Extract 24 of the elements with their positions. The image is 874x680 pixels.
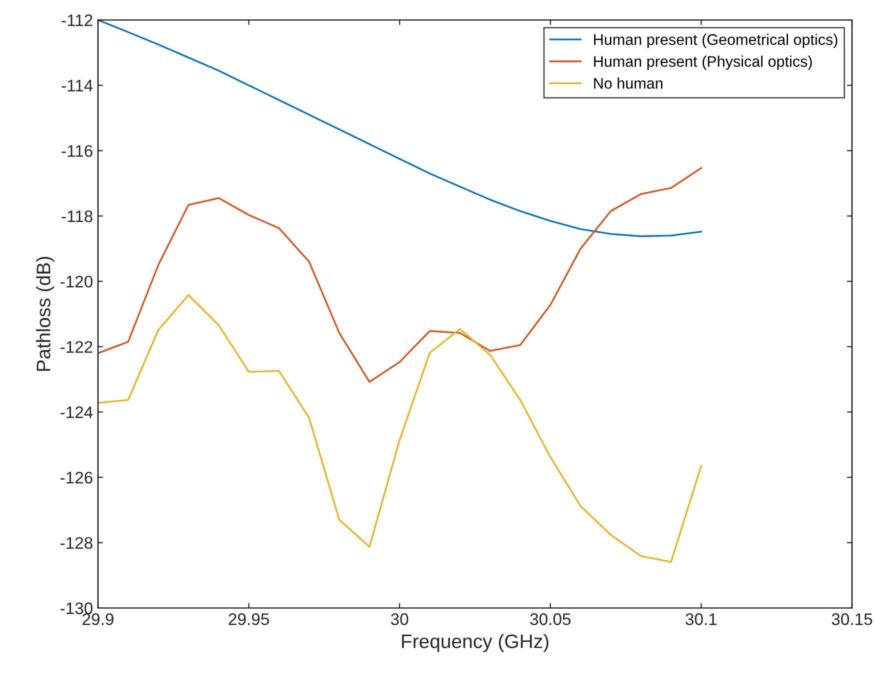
y-axis-title: Pathloss (dB) [36, 256, 54, 371]
y-tick-label: -122 [60, 341, 92, 353]
line-series [98, 294, 702, 563]
legend-label: No human [594, 78, 662, 89]
x-tick-label: 30 [390, 613, 408, 626]
x-tick-label: 30.15 [832, 613, 872, 626]
line-series [98, 167, 702, 383]
x-tick-label: 30.05 [530, 613, 571, 626]
y-tick-label: -124 [60, 406, 93, 418]
x-tick-label: 29.95 [228, 613, 269, 626]
y-tick-label: -130 [60, 602, 92, 614]
y-tick-label: -116 [62, 145, 92, 157]
legend-label: Human present (Geometrical optics) [594, 34, 838, 48]
y-tick-label: -118 [62, 210, 92, 222]
legend-label: Human present (Physical optics) [594, 56, 812, 70]
y-tick-label: -120 [60, 276, 92, 288]
y-tick-label: -112 [62, 14, 92, 26]
y-tick-label: -114 [62, 80, 93, 92]
x-axis-title: Frequency (GHz) [402, 634, 548, 652]
line-series [98, 20, 702, 238]
x-tick-label: 30.1 [686, 613, 717, 626]
y-tick-label: -128 [60, 537, 92, 549]
y-tick-label: -126 [60, 472, 92, 484]
x-tick-label: 29.9 [82, 613, 114, 626]
